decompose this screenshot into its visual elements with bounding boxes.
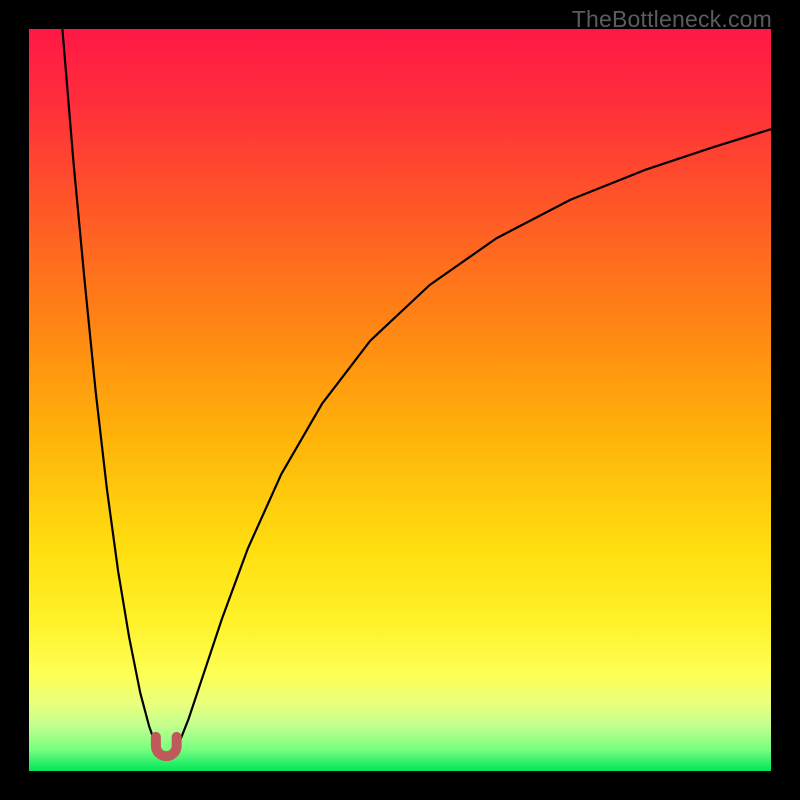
- watermark-text: TheBottleneck.com: [572, 6, 772, 33]
- chart-frame: TheBottleneck.com: [0, 0, 800, 800]
- plot-background: [29, 29, 771, 771]
- bottleneck-plot: [29, 29, 771, 771]
